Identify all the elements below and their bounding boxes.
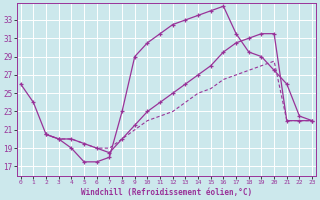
X-axis label: Windchill (Refroidissement éolien,°C): Windchill (Refroidissement éolien,°C) xyxy=(81,188,252,197)
